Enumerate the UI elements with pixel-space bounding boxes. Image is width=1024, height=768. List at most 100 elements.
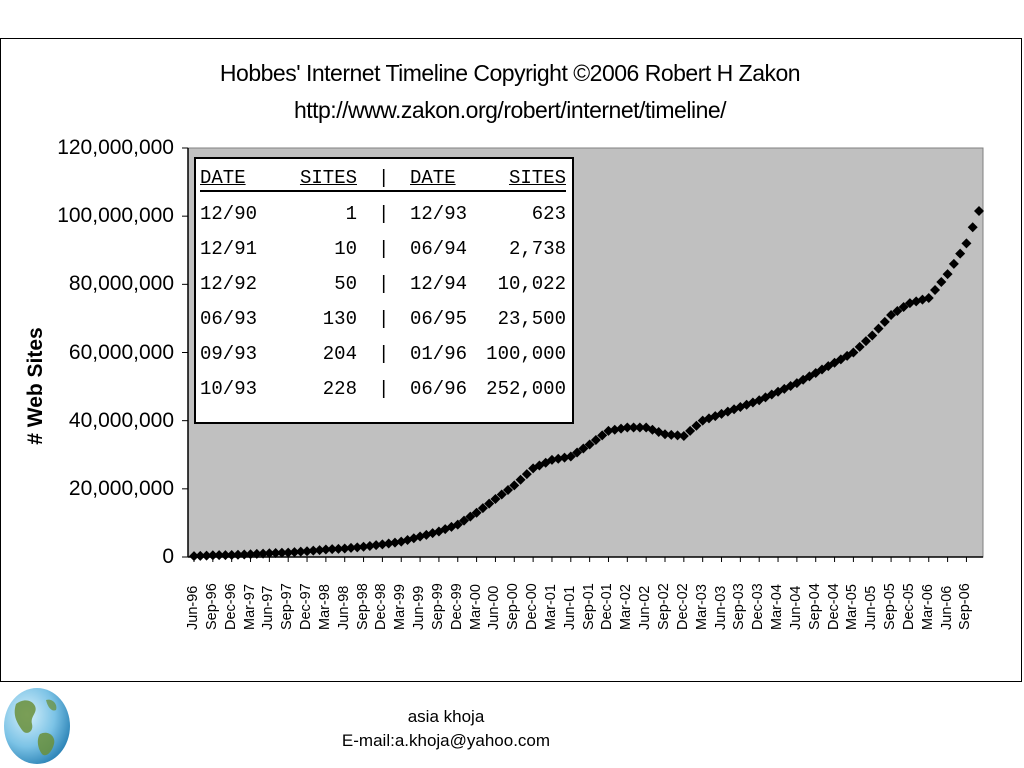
data-point [477, 503, 488, 514]
x-tick-label: Jun-97 [260, 585, 277, 630]
data-point [389, 537, 400, 548]
x-tick-label: Jun-00 [486, 585, 503, 630]
data-point [660, 429, 670, 440]
x-tick-label: Dec-98 [373, 583, 390, 630]
x-tick-label: Sep-03 [731, 583, 748, 630]
data-point [597, 430, 608, 441]
data-point [264, 548, 275, 559]
data-point [308, 545, 319, 556]
y-tick-label: 40,000,000 [68, 408, 174, 432]
data-point [509, 480, 520, 491]
table-cell: 12/94 [410, 273, 468, 295]
x-tick-label: Dec-00 [524, 583, 541, 630]
table-cell: 12/90 [200, 203, 258, 225]
data-point [559, 452, 570, 463]
table-row: 10/93 228 | 06/96 252,000 [196, 378, 572, 404]
data-point [496, 489, 507, 500]
x-tick-label: Jun-98 [335, 585, 352, 630]
x-tick-label: Mar-98 [316, 584, 333, 630]
x-tick-label: Sep-02 [656, 583, 672, 630]
table-cell: 252,000 [486, 378, 566, 400]
data-point [867, 330, 878, 341]
x-tick-label: Mar-99 [392, 584, 409, 630]
data-point [358, 541, 369, 552]
globe-icon [4, 688, 70, 764]
data-point [942, 269, 953, 280]
data-point [276, 547, 287, 558]
footer-email: E-mail:a.khoja@yahoo.com [341, 731, 551, 750]
data-point [270, 548, 281, 559]
data-point [565, 451, 576, 462]
x-tick-label: Jun-96 [185, 585, 201, 630]
data-point [283, 547, 294, 558]
table-header-date-2: DATE [410, 167, 456, 189]
data-point [848, 347, 859, 358]
data-point [678, 431, 689, 442]
table-cell: | [378, 343, 390, 365]
inset-data-table: DATE SITES | DATE SITES 12/90 1 | 12/93 623 1… [194, 157, 574, 424]
data-point [854, 341, 865, 352]
x-tick-label: Dec-01 [599, 583, 616, 630]
x-tick-label: Mar-97 [241, 584, 258, 630]
chart-title: Hobbes' Internet Timeline Copyright ©200… [219, 60, 801, 86]
data-points [189, 206, 984, 562]
table-cell: 12/91 [200, 238, 258, 260]
table-cell: | [378, 308, 390, 330]
data-point [936, 277, 947, 288]
table-row: 12/92 50 | 12/94 10,022 [196, 273, 572, 299]
table-cell: 06/96 [410, 378, 468, 400]
table-header-rule [200, 190, 566, 192]
data-point [295, 546, 306, 557]
data-point [465, 511, 476, 522]
footer-author-name: asia khoja [407, 707, 485, 726]
table-header-row: DATE SITES | DATE SITES [196, 167, 572, 193]
table-cell: 50 [334, 273, 357, 295]
data-point [603, 425, 614, 436]
y-tick-label: 120,000,000 [57, 136, 174, 159]
table-cell: 10/93 [200, 378, 258, 400]
data-point [584, 439, 595, 450]
table-cell: 09/93 [200, 343, 258, 365]
table-cell: | [378, 378, 390, 400]
slide-frame [0, 38, 1022, 682]
x-tick-label: Jun-03 [712, 585, 729, 630]
data-point [371, 540, 382, 551]
data-point [948, 258, 959, 269]
data-point [302, 546, 313, 557]
data-point [503, 484, 513, 495]
table-cell: 1 [345, 203, 357, 225]
table-row: 12/90 1 | 12/93 623 [196, 203, 572, 229]
data-point [207, 550, 218, 561]
data-point [930, 285, 941, 296]
x-tick-label: Sep-04 [806, 583, 823, 630]
x-tick-label: Sep-97 [279, 583, 296, 630]
data-point [320, 544, 331, 555]
data-point [471, 507, 482, 518]
data-point [377, 539, 388, 550]
x-tick-label: Mar-06 [919, 584, 936, 630]
data-point [515, 474, 526, 485]
table-cell: 10,022 [497, 273, 566, 295]
x-tick-label: Jun-05 [863, 585, 880, 630]
data-point [214, 550, 225, 561]
data-point [333, 543, 344, 554]
data-point [578, 443, 589, 454]
data-point [251, 548, 262, 559]
x-tick-label: Jun-01 [561, 585, 578, 630]
x-tick-label: Sep-05 [882, 583, 899, 630]
table-cell: 228 [322, 378, 357, 400]
table-cell: 2,738 [508, 238, 566, 260]
table-header-sites-1: SITES [299, 167, 357, 189]
data-point [572, 447, 583, 458]
table-row: 06/93 130 | 06/95 23,500 [196, 308, 572, 334]
x-tick-label: Sep-00 [505, 583, 522, 630]
data-point [339, 543, 350, 554]
y-tick-label: 80,000,000 [68, 272, 174, 296]
data-point [383, 538, 394, 549]
x-tick-label: Jun-02 [637, 585, 654, 630]
data-point [258, 548, 269, 559]
data-point [364, 540, 375, 551]
x-tick-label: Sep-98 [354, 583, 371, 630]
table-cell: 23,500 [497, 308, 566, 330]
table-cell: 06/93 [200, 308, 258, 330]
